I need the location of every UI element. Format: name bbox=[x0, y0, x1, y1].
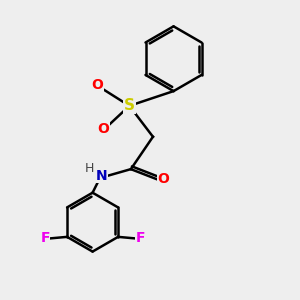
Text: O: O bbox=[157, 172, 169, 186]
Text: F: F bbox=[135, 231, 145, 245]
Text: O: O bbox=[97, 122, 109, 136]
Text: F: F bbox=[40, 231, 50, 245]
Text: H: H bbox=[85, 162, 94, 175]
Text: O: O bbox=[91, 78, 103, 92]
Text: S: S bbox=[124, 98, 135, 113]
Text: N: N bbox=[96, 169, 107, 183]
